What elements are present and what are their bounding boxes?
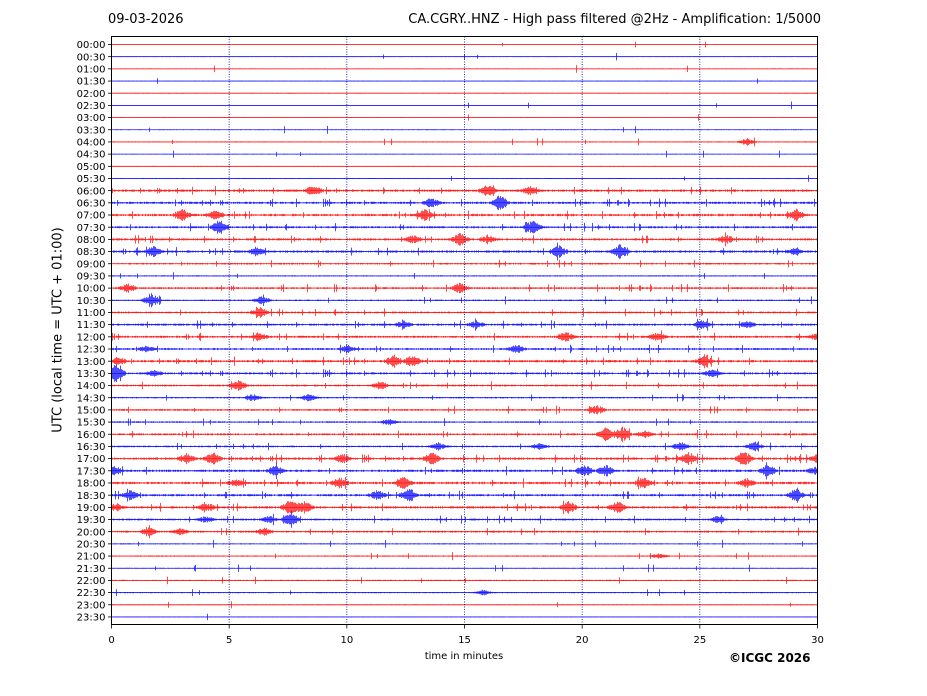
y-tick-label: 22:00 — [77, 576, 106, 587]
y-tick-label: 18:00 — [77, 479, 106, 490]
x-tick-label: 25 — [693, 635, 706, 646]
traces-layer — [111, 41, 818, 621]
y-tick-label: 05:00 — [77, 162, 106, 173]
y-tick-label: 14:30 — [77, 393, 106, 404]
y-tick-label: 06:30 — [77, 198, 106, 209]
x-axis-label: time in minutes — [424, 651, 504, 662]
y-tick-label: 16:30 — [77, 442, 106, 453]
x-tick-label: 10 — [340, 635, 353, 646]
y-tick-label: 17:30 — [77, 466, 106, 477]
y-tick-label: 21:00 — [77, 552, 106, 563]
y-tick-label: 02:30 — [77, 101, 106, 112]
grid-layer — [228, 36, 701, 625]
y-tick-label: 10:30 — [77, 296, 106, 307]
y-tick-label: 10:00 — [77, 284, 106, 295]
y-tick-label: 05:30 — [77, 174, 106, 185]
y-tick-label: 19:30 — [77, 515, 106, 526]
y-tick-label: 03:30 — [77, 125, 106, 136]
y-tick-label: 17:00 — [77, 454, 106, 465]
y-tick-label: 20:00 — [77, 527, 106, 538]
x-ticks-layer: 0 5 10 15 20 25 30 — [108, 624, 824, 646]
y-tick-label: 01:30 — [77, 77, 106, 88]
y-tick-label: 18:30 — [77, 491, 106, 502]
y-tick-label: 11:30 — [77, 320, 106, 331]
y-tick-label: 20:30 — [77, 539, 106, 550]
y-tick-label: 03:00 — [77, 113, 106, 124]
y-tick-label: 23:30 — [77, 613, 106, 624]
x-tick-label: 20 — [576, 635, 589, 646]
y-tick-label: 00:30 — [77, 52, 106, 63]
y-tick-label: 13:30 — [77, 369, 106, 380]
y-tick-label: 11:00 — [77, 308, 106, 319]
y-tick-label: 08:00 — [77, 235, 106, 246]
y-tick-label: 16:00 — [77, 430, 106, 441]
y-tick-label: 00:00 — [77, 40, 106, 51]
y-tick-label: 19:00 — [77, 503, 106, 514]
y-tick-label: 15:30 — [77, 418, 106, 429]
y-tick-label: 01:00 — [77, 64, 106, 75]
y-tick-label: 06:00 — [77, 186, 106, 197]
y-tick-label: 04:00 — [77, 138, 106, 149]
y-axis-label: UTC (local time = UTC + 01:00) — [50, 227, 66, 433]
y-tick-label: 22:30 — [77, 588, 106, 599]
header-date: 09-03-2026 — [108, 12, 184, 27]
y-tick-label: 07:30 — [77, 223, 106, 234]
header-title: CA.CGRY..HNZ - High pass filtered @2Hz -… — [408, 12, 821, 27]
y-tick-label: 21:30 — [77, 564, 106, 575]
y-tick-label: 02:00 — [77, 89, 106, 100]
plot-frame — [111, 36, 818, 625]
y-tick-label: 13:00 — [77, 357, 106, 368]
y-tick-label: 15:00 — [77, 406, 106, 417]
y-tick-label: 23:00 — [77, 600, 106, 611]
y-tick-label: 08:30 — [77, 247, 106, 258]
y-tick-label: 04:30 — [77, 150, 106, 161]
y-tick-label: 12:30 — [77, 345, 106, 356]
y-tick-label: 14:00 — [77, 381, 106, 392]
copyright-text: ©ICGC 2026 — [729, 651, 811, 665]
y-tick-label: 09:30 — [77, 272, 106, 283]
x-tick-label: 30 — [811, 635, 824, 646]
x-tick-label: 5 — [226, 635, 232, 646]
y-tick-label: 12:00 — [77, 332, 106, 343]
y-tick-label: 09:00 — [77, 259, 106, 270]
x-tick-label: 15 — [458, 635, 471, 646]
x-tick-label: 0 — [108, 635, 114, 646]
y-tick-label: 07:00 — [77, 211, 106, 222]
